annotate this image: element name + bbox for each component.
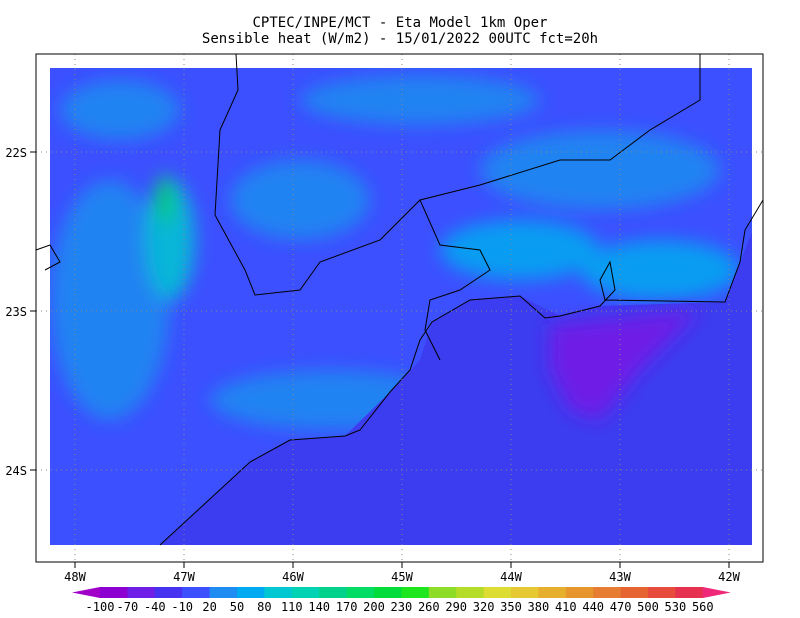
colorbar-box	[538, 587, 567, 598]
colorbar-label: 530	[665, 600, 687, 614]
colorbar-label: 560	[692, 600, 714, 614]
colorbar-box	[483, 587, 512, 598]
colorbar-box	[620, 587, 649, 598]
colorbar-label: 290	[445, 600, 467, 614]
colorbar-box	[264, 587, 293, 598]
colorbar-label: -100	[86, 600, 115, 614]
colorbar-box	[209, 587, 238, 598]
colorbar-box	[100, 587, 128, 598]
colorbar-box	[374, 587, 402, 598]
colorbar-box	[291, 587, 320, 598]
colorbar-label: 110	[281, 600, 303, 614]
colorbar-box	[456, 587, 485, 598]
colorbar-triangle-high	[702, 587, 731, 598]
colorbar-label: 380	[528, 600, 550, 614]
map-frame	[35, 53, 764, 563]
lon-label: 47W	[173, 570, 195, 584]
colorbar-label: 440	[582, 600, 604, 614]
lon-label: 43W	[609, 570, 631, 584]
colorbar-label: 170	[336, 600, 358, 614]
colorbar-label: 350	[500, 600, 522, 614]
colorbar-label: 260	[418, 600, 440, 614]
title-line-2: Sensible heat (W/m2) - 15/01/2022 00UTC …	[202, 31, 598, 47]
colorbar-box	[346, 587, 375, 598]
colorbar-box	[511, 587, 539, 598]
colorbar-label: -10	[171, 600, 193, 614]
lon-label: 46W	[282, 570, 304, 584]
colorbar-box	[127, 587, 156, 598]
colorbar-box	[428, 587, 457, 598]
colorbar-box	[182, 587, 211, 598]
colorbar-box	[319, 587, 348, 598]
colorbar-box	[593, 587, 622, 598]
lat-label: 23S	[5, 305, 27, 319]
colorbar-label: 80	[257, 600, 271, 614]
colorbar-label: 410	[555, 600, 577, 614]
lon-label: 45W	[391, 570, 413, 584]
colorbar-label: 320	[473, 600, 495, 614]
colorbar-box	[154, 587, 183, 598]
colorbar-box	[237, 587, 265, 598]
colorbar-box	[401, 587, 430, 598]
lat-label: 24S	[5, 464, 27, 478]
title-line-1: CPTEC/INPE/MCT - Eta Model 1km Oper	[252, 15, 547, 31]
colorbar-triangle-low	[72, 587, 100, 598]
boundaries	[35, 53, 764, 546]
colorbar-label: 470	[610, 600, 632, 614]
colorbar-box	[648, 587, 676, 598]
lon-label: 44W	[500, 570, 522, 584]
lat-label: 22S	[5, 146, 27, 160]
colorbar-box	[565, 587, 594, 598]
lon-label: 48W	[64, 570, 86, 584]
colorbar-label: -70	[117, 600, 139, 614]
colorbar-label: 200	[363, 600, 385, 614]
lon-label: 42W	[718, 570, 740, 584]
colorbar-label: 50	[230, 600, 244, 614]
colorbar-box	[675, 587, 704, 598]
field	[50, 68, 752, 545]
colorbar-label: -40	[144, 600, 166, 614]
colorbar-label: 230	[391, 600, 413, 614]
colorbar-label: 20	[202, 600, 216, 614]
colorbar-label: 500	[637, 600, 659, 614]
colorbar-label: 140	[308, 600, 330, 614]
